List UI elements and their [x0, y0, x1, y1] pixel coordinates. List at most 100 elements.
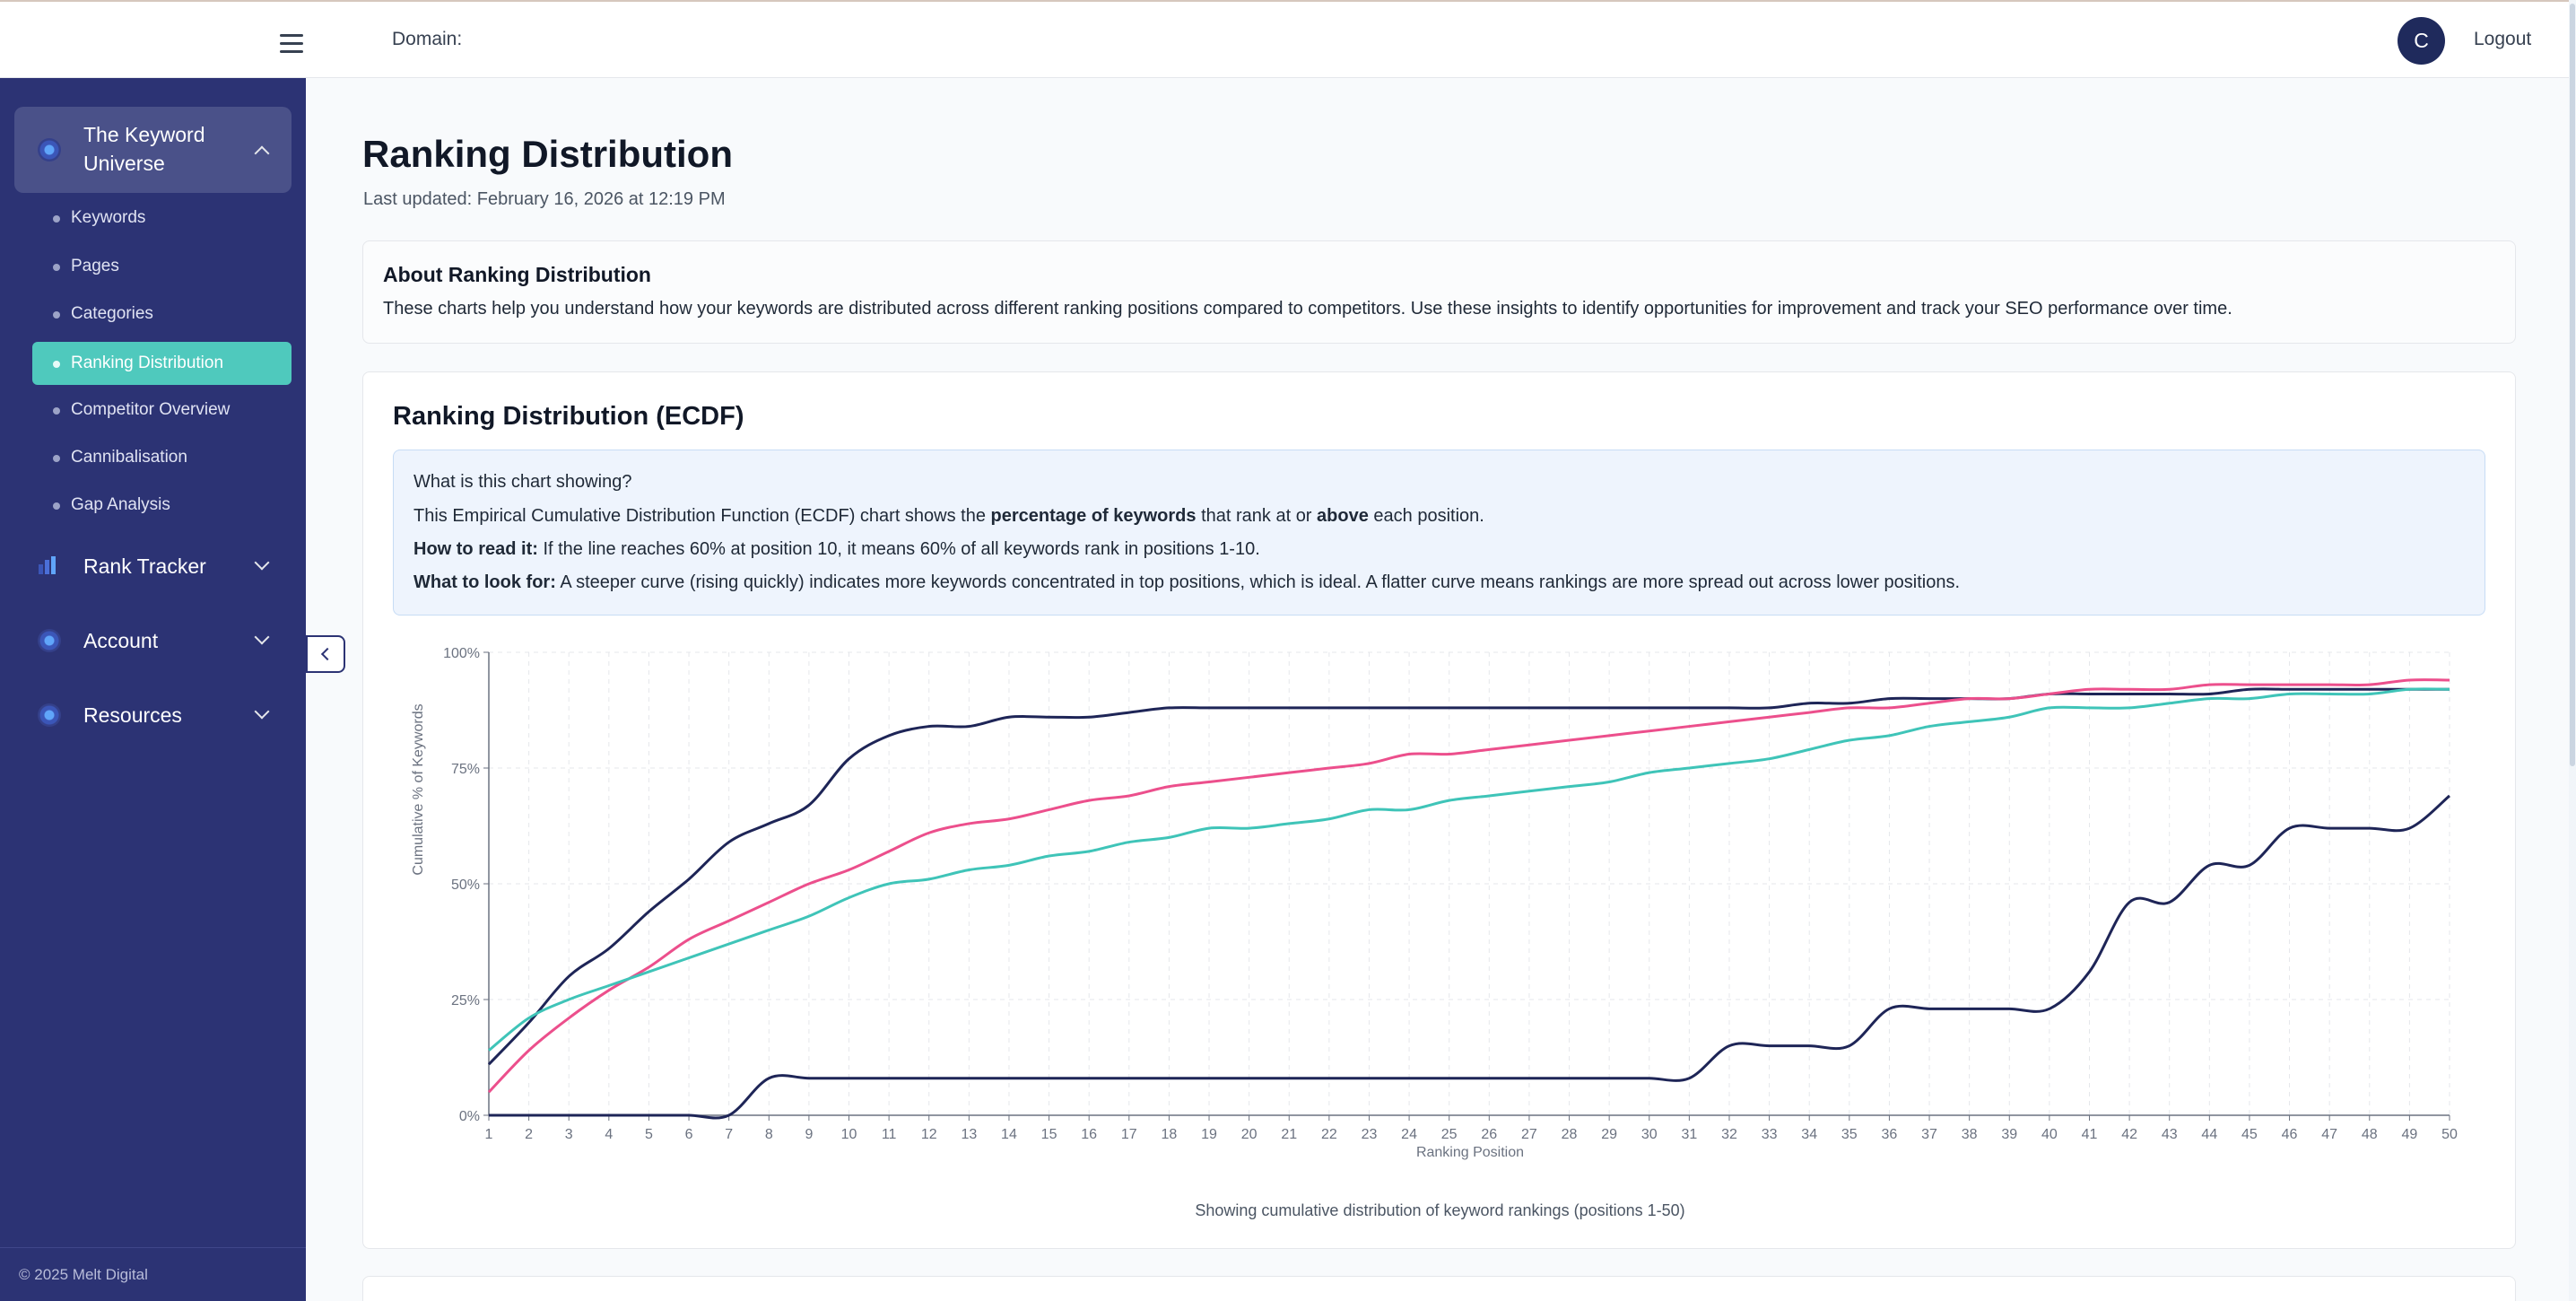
series-line-4 — [488, 794, 2450, 1120]
logout-link[interactable]: Logout — [2474, 29, 2532, 49]
x-tick-label: 33 — [1762, 1127, 1778, 1142]
x-tick-label: 12 — [921, 1127, 937, 1142]
sidebar: The Keyword Universe Keywords Pages Cate… — [0, 78, 306, 1301]
x-tick-label: 39 — [2001, 1127, 2017, 1142]
page-scrollbar[interactable] — [2569, 0, 2576, 1301]
x-tick-label: 7 — [725, 1127, 733, 1142]
sidebar-item-label: Gap Analysis — [71, 495, 170, 514]
ecdf-line-chart[interactable]: 1 2 3 4 5 6 7 8 9 10 11 12 13 14 15 16 17 18 19 20 21 22 23 24 2… — [363, 372, 2517, 1198]
sidebar-item-label: Pages — [71, 257, 119, 275]
x-tick-label: 22 — [1321, 1127, 1337, 1142]
sidebar-item-pages[interactable]: Pages — [32, 245, 292, 288]
hamburger-menu-icon[interactable] — [280, 34, 303, 53]
x-tick-label: 45 — [2241, 1127, 2258, 1142]
sidebar-item-ranking-distribution[interactable]: Ranking Distribution — [32, 342, 292, 385]
x-tick-label: 32 — [1721, 1127, 1737, 1142]
nav-group-rank-tracker[interactable]: Rank Tracker — [14, 539, 292, 593]
x-tick-label: 4 — [605, 1127, 613, 1142]
info-text: This Empirical Cumulative Distribution F… — [413, 506, 991, 526]
resources-icon — [38, 703, 61, 727]
info-text: each position. — [1368, 506, 1484, 526]
sidebar-item-categories[interactable]: Categories — [32, 293, 292, 336]
about-card: About Ranking Distribution These charts … — [362, 240, 2516, 344]
info-line-2: How to read it: If the line reaches 60% … — [413, 539, 1260, 560]
chart-axes: 1 2 3 4 5 6 7 8 9 10 11 12 13 14 15 16 17 18 19 20 21 22 23 24 2… — [443, 646, 2458, 1142]
sidebar-item-competitor-overview[interactable]: Competitor Overview — [32, 389, 292, 432]
y-tick-label: 75% — [451, 762, 480, 777]
x-tick-label: 34 — [1801, 1127, 1817, 1142]
sidebar-item-keywords[interactable]: Keywords — [32, 196, 292, 240]
info-text: that rank at or — [1196, 506, 1318, 526]
x-tick-label: 13 — [961, 1127, 977, 1142]
x-tick-label: 28 — [1562, 1127, 1578, 1142]
info-bold: What to look for: — [413, 572, 556, 592]
sidebar-item-cannibalisation[interactable]: Cannibalisation — [32, 436, 292, 479]
user-avatar[interactable]: C — [2398, 17, 2445, 65]
bullet-icon — [53, 455, 60, 462]
sidebar-item-label: Keywords — [71, 208, 146, 227]
sidebar-footer: © 2025 Melt Digital — [0, 1247, 306, 1301]
series-line-2 — [487, 678, 2450, 1094]
x-tick-label: 3 — [565, 1127, 573, 1142]
x-tick-label: 14 — [1001, 1127, 1017, 1142]
x-tick-label: 10 — [841, 1127, 857, 1142]
series-line-3 — [488, 687, 2450, 1052]
bullet-icon — [53, 264, 60, 271]
sidebar-item-label: Ranking Distribution — [71, 354, 224, 372]
sidebar-item-label: Categories — [71, 304, 153, 323]
x-tick-label: 9 — [805, 1127, 813, 1142]
info-text: If the line reaches 60% at position 10, … — [537, 539, 1260, 559]
nav-group-title: Resources — [83, 703, 182, 727]
sidebar-item-gap-analysis[interactable]: Gap Analysis — [32, 484, 292, 527]
x-tick-label: 21 — [1281, 1127, 1297, 1142]
x-tick-label: 24 — [1401, 1127, 1417, 1142]
x-tick-label: 38 — [1962, 1127, 1978, 1142]
x-tick-label: 23 — [1362, 1127, 1378, 1142]
scrollbar-thumb[interactable] — [2570, 4, 2575, 766]
next-chart-card — [362, 1276, 2516, 1301]
x-tick-label: 30 — [1641, 1127, 1658, 1142]
chart-info-box: What is this chart showing? This Empiric… — [393, 450, 2485, 616]
info-bold: above — [1317, 506, 1369, 526]
nav-group-title: Rank Tracker — [83, 554, 206, 578]
chevron-down-icon[interactable] — [254, 703, 270, 720]
x-tick-label: 44 — [2201, 1127, 2217, 1142]
chart-title: Ranking Distribution (ECDF) — [393, 402, 744, 431]
info-line-1: This Empirical Cumulative Distribution F… — [413, 506, 1484, 527]
nav-group-account[interactable]: Account — [14, 614, 292, 668]
x-tick-label: 5 — [645, 1127, 653, 1142]
domain-label: Domain: — [392, 29, 463, 49]
y-tick-label: 100% — [443, 646, 480, 661]
x-tick-label: 26 — [1481, 1127, 1497, 1142]
account-icon — [38, 629, 61, 652]
nav-group-resources[interactable]: Resources — [14, 688, 292, 742]
chevron-down-icon[interactable] — [254, 629, 270, 645]
x-tick-label: 49 — [2401, 1127, 2417, 1142]
page-title: Ranking Distribution — [362, 133, 733, 175]
x-tick-label: 27 — [1521, 1127, 1537, 1142]
x-tick-label: 17 — [1121, 1127, 1137, 1142]
x-tick-label: 37 — [1921, 1127, 1937, 1142]
x-tick-label: 11 — [882, 1127, 897, 1142]
nav-group-keyword-universe[interactable]: The Keyword Universe — [14, 107, 292, 193]
x-tick-label: 19 — [1201, 1127, 1217, 1142]
x-tick-label: 40 — [2041, 1127, 2058, 1142]
y-tick-label: 50% — [451, 878, 480, 893]
x-tick-label: 18 — [1162, 1127, 1178, 1142]
x-tick-label: 41 — [2082, 1127, 2098, 1142]
top-bar: Domain: C Logout — [0, 0, 2576, 78]
last-updated: Last updated: February 16, 2026 at 12:19… — [363, 189, 726, 209]
x-tick-label: 2 — [525, 1127, 533, 1142]
x-tick-label: 42 — [2121, 1127, 2137, 1142]
about-text: These charts help you understand how you… — [383, 299, 2232, 319]
chevron-up-icon[interactable] — [254, 145, 270, 162]
chevron-down-icon[interactable] — [254, 554, 270, 571]
x-tick-label: 1 — [485, 1127, 493, 1142]
x-tick-label: 35 — [1841, 1127, 1858, 1142]
x-tick-label: 20 — [1241, 1127, 1258, 1142]
x-axis-label: Ranking Position — [1416, 1145, 1524, 1160]
x-tick-label: 36 — [1882, 1127, 1898, 1142]
collapse-sidebar-button[interactable] — [306, 635, 345, 673]
y-tick-label: 0% — [459, 1109, 480, 1124]
nav-group-title-line1: The Keyword — [83, 123, 205, 146]
